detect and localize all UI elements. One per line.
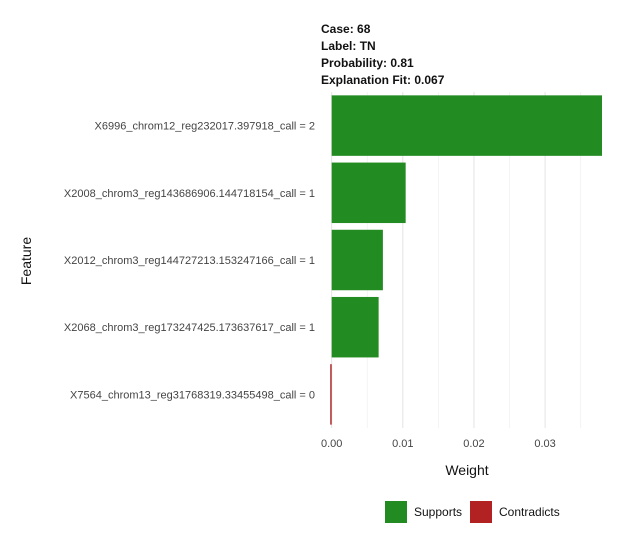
- y-tick-label: X6996_chrom12_reg232017.397918_call = 2: [95, 121, 315, 133]
- explanation-fit-value: 0.067: [414, 73, 444, 87]
- bar-5: [330, 364, 332, 425]
- probability-value: 0.81: [390, 56, 414, 70]
- y-tick-label: X2068_chrom3_reg173247425.173637617_call…: [64, 322, 315, 334]
- x-axis-title: Weight: [445, 462, 488, 478]
- explanation-fit-line: Explanation Fit: 0.067: [321, 73, 445, 87]
- x-tick-label: 0.03: [534, 438, 555, 450]
- legend-label-supports: Supports: [414, 505, 462, 519]
- legend-swatch-supports: [385, 501, 407, 523]
- legend-swatch-contradicts: [470, 501, 492, 523]
- label-label: Label:: [321, 39, 356, 53]
- chart-header: Case: 68 Label: TN Probability: 0.81 Exp…: [321, 22, 445, 87]
- x-tick-label: 0.00: [321, 438, 342, 450]
- bar-4: [331, 296, 379, 358]
- legend: Supports Contradicts: [385, 501, 560, 523]
- probability-line: Probability: 0.81: [321, 56, 414, 70]
- y-tick-label: X7564_chrom13_reg31768319.33455498_call …: [70, 389, 315, 401]
- y-tick-label: X2008_chrom3_reg143686906.144718154_call…: [64, 188, 315, 200]
- y-tick-label: X2012_chrom3_reg144727213.153247166_call…: [64, 255, 315, 267]
- label-value: TN: [360, 39, 376, 53]
- label-line: Label: TN: [321, 39, 376, 53]
- legend-label-contradicts: Contradicts: [499, 505, 560, 519]
- x-tick-labels: 0.00 0.01 0.02 0.03: [321, 438, 556, 450]
- case-label: Case:: [321, 22, 354, 36]
- y-axis-title: Feature: [18, 237, 34, 285]
- x-tick-label: 0.02: [463, 438, 484, 450]
- x-tick-label: 0.01: [392, 438, 413, 450]
- explanation-fit-label: Explanation Fit:: [321, 73, 411, 87]
- bar-3: [331, 229, 383, 291]
- probability-label: Probability:: [321, 56, 387, 70]
- y-tick-labels: X6996_chrom12_reg232017.397918_call = 2 X…: [64, 121, 315, 402]
- bar-1: [331, 95, 602, 156]
- bars: [330, 95, 602, 425]
- case-value: 68: [357, 22, 371, 36]
- case-line: Case: 68: [321, 22, 371, 36]
- bar-2: [331, 162, 406, 224]
